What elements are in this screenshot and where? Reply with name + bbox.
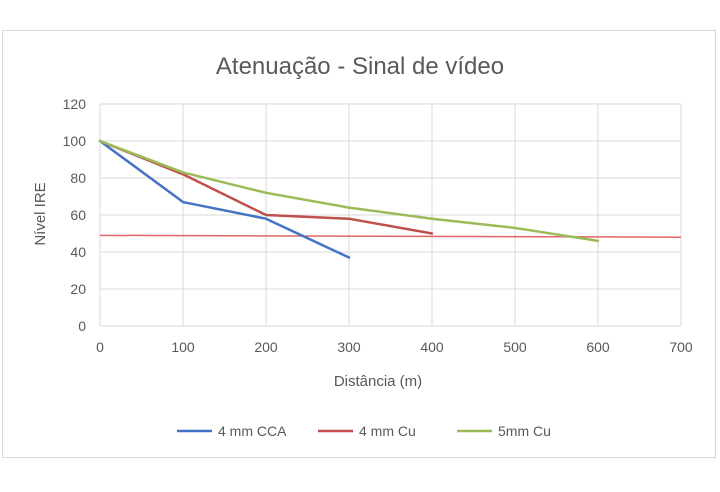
x-tick-label: 600 <box>586 339 610 355</box>
y-tick-label: 40 <box>70 244 86 260</box>
chart-title: Atenuação - Sinal de vídeo <box>216 53 504 80</box>
x-tick-label: 200 <box>254 339 278 355</box>
y-tick-label: 60 <box>70 207 86 223</box>
legend-label: 4 mm CCA <box>218 423 287 439</box>
x-tick-label: 300 <box>337 339 361 355</box>
series-lines <box>98 139 682 259</box>
y-axis-title: Nível IRE <box>32 182 49 245</box>
chart-frame <box>2 30 716 458</box>
legend-label: 5mm Cu <box>498 423 551 439</box>
legend: 4 mm CCA 4 mm Cu 5mm Cu <box>177 423 551 439</box>
gridlines <box>99 103 682 327</box>
x-axis-ticks: 0 100 200 300 400 500 600 700 <box>96 339 693 355</box>
y-tick-label: 0 <box>78 318 86 334</box>
x-tick-label: 0 <box>96 339 104 355</box>
x-axis-title: Distância (m) <box>334 373 422 390</box>
x-tick-label: 400 <box>420 339 444 355</box>
y-tick-label: 100 <box>63 133 87 149</box>
y-axis-ticks: 0 20 40 60 80 100 120 <box>63 96 87 334</box>
y-tick-label: 120 <box>63 96 87 112</box>
x-tick-label: 500 <box>503 339 527 355</box>
series-line-0 <box>98 139 351 259</box>
x-tick-label: 700 <box>669 339 693 355</box>
y-tick-label: 20 <box>70 281 86 297</box>
legend-label: 4 mm Cu <box>359 423 416 439</box>
series-line-2 <box>98 139 600 243</box>
x-tick-label: 100 <box>171 339 195 355</box>
reference-line <box>99 234 682 238</box>
y-tick-label: 80 <box>70 170 86 186</box>
